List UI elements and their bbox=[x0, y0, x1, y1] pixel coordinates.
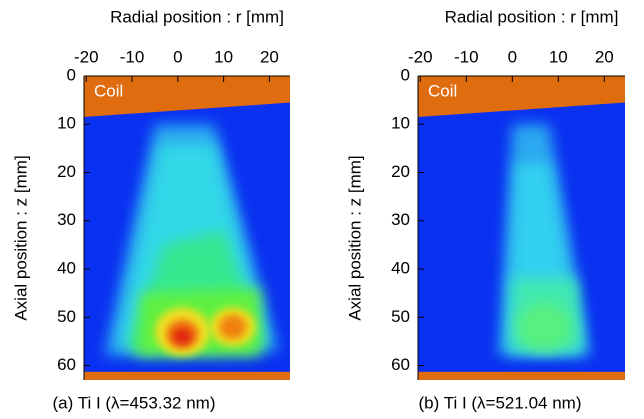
caption: (b) Ti I (λ=521.04 nm) bbox=[419, 393, 582, 412]
y-tick-label: 60 bbox=[391, 355, 410, 374]
emission-region bbox=[516, 302, 573, 352]
y-tick-label: 30 bbox=[57, 210, 76, 229]
x-axis-title: Radial position : r [mm] bbox=[110, 7, 284, 26]
y-tick-label: 0 bbox=[401, 65, 410, 84]
x-tick-label: 0 bbox=[508, 47, 517, 66]
emission-image bbox=[84, 76, 290, 380]
y-tick-label: 50 bbox=[391, 307, 410, 326]
y-axis-title: Axial position : z [mm] bbox=[345, 155, 364, 320]
x-tick-label: 20 bbox=[595, 47, 614, 66]
x-tick-label: 0 bbox=[173, 47, 182, 66]
y-tick-label: 0 bbox=[67, 65, 76, 84]
y-tick-label: 40 bbox=[57, 259, 76, 278]
emission-region bbox=[173, 328, 192, 345]
x-tick-label: 20 bbox=[260, 47, 279, 66]
coil-band bbox=[418, 371, 625, 380]
coil-band bbox=[418, 76, 625, 118]
coil-label: Coil bbox=[428, 81, 457, 100]
x-tick-label: -10 bbox=[454, 47, 479, 66]
y-tick-label: 10 bbox=[391, 114, 410, 133]
panel: Coil -20 -10 0 10 20 0 10 20 30 40 50 60 Radial posit… bbox=[11, 7, 290, 412]
coil-band bbox=[84, 371, 290, 380]
y-tick-label: 20 bbox=[57, 162, 76, 181]
x-tick-label: 10 bbox=[214, 47, 233, 66]
y-tick-label: 40 bbox=[391, 259, 410, 278]
x-tick-label: 10 bbox=[549, 47, 568, 66]
emission-region bbox=[219, 314, 247, 339]
y-tick-label: 20 bbox=[391, 162, 410, 181]
y-tick-label: 50 bbox=[57, 307, 76, 326]
coil-label: Coil bbox=[94, 81, 123, 100]
x-tick-label: -20 bbox=[74, 47, 99, 66]
y-tick-label: 30 bbox=[391, 210, 410, 229]
y-axis-title: Axial position : z [mm] bbox=[11, 155, 30, 320]
x-axis-title: Radial position : r [mm] bbox=[445, 7, 619, 26]
panel: Coil -20 -10 0 10 20 0 10 20 30 40 50 60 Radial posit… bbox=[345, 7, 625, 412]
emission-image bbox=[418, 76, 625, 380]
caption: (a) Ti I (λ=453.32 nm) bbox=[53, 393, 216, 412]
x-tick-label: -20 bbox=[408, 47, 433, 66]
x-tick-label: -10 bbox=[120, 47, 145, 66]
y-tick-label: 60 bbox=[57, 355, 76, 374]
y-tick-label: 10 bbox=[57, 114, 76, 133]
coil-band bbox=[84, 76, 290, 118]
